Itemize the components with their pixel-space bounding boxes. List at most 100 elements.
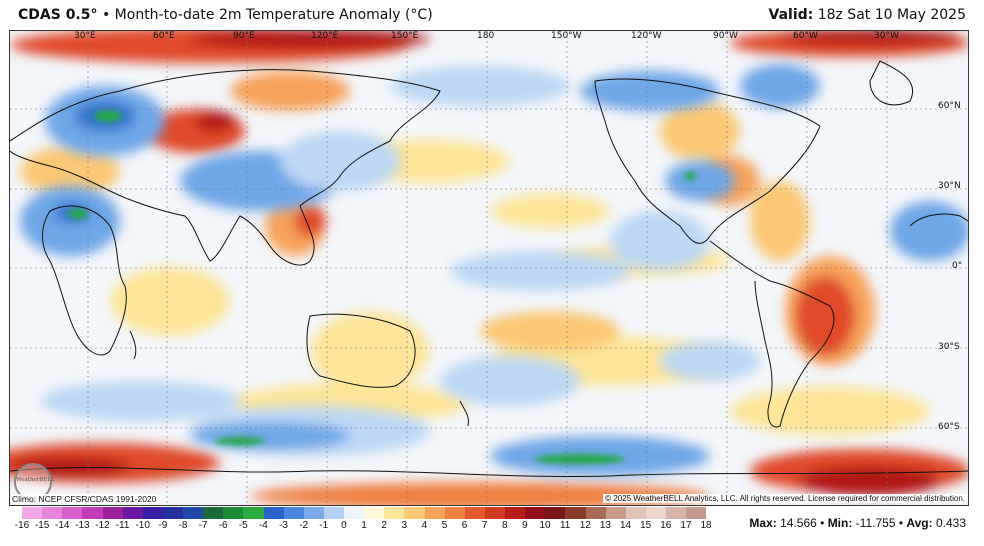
colorbar-swatch — [303, 507, 324, 519]
colorbar-label: 4 — [421, 520, 428, 531]
colorbar-label: 17 — [680, 520, 692, 531]
colorbar-swatch — [62, 507, 83, 519]
colorbar-swatch — [525, 507, 546, 519]
colorbar-swatch — [243, 507, 264, 519]
colorbar-label: -13 — [75, 520, 90, 531]
colorbar-label: -12 — [95, 520, 110, 531]
lon-label: 180 — [477, 31, 495, 41]
valid-label: Valid: — [768, 7, 814, 23]
colorbar-label: 15 — [640, 520, 652, 531]
lon-label: 120°E — [311, 31, 339, 41]
copyright-notice: © 2025 WeatherBELL Analytics, LLC. All r… — [603, 494, 967, 503]
model-name: CDAS 0.5 — [18, 7, 91, 23]
cool-anomalies — [20, 64, 968, 476]
colorbar-swatch — [505, 507, 526, 519]
colorbar-label: -5 — [238, 520, 248, 531]
climo-note: Climo: NCEP CFSR/CDAS 1991-2020 — [10, 494, 159, 504]
colorbar-label: 0 — [341, 520, 347, 531]
graticule — [10, 31, 968, 505]
anomaly-map — [9, 30, 969, 506]
colorbar-label: -10 — [135, 520, 150, 531]
colorbar-label: 16 — [660, 520, 672, 531]
logo-text: WeatherBELL — [16, 477, 55, 483]
colorbar-swatch — [484, 507, 505, 519]
colorbar-swatch — [565, 507, 586, 519]
coastlines — [10, 60, 968, 478]
lat-label: 30°S — [938, 342, 960, 352]
colorbar-label: -3 — [279, 520, 288, 531]
colorbar-swatch — [625, 507, 646, 519]
stats-readout: Max: 14.566 • Min: -11.755 • Avg: 0.433 — [749, 516, 966, 530]
lon-label: 60°W — [793, 31, 818, 41]
green-anomalies — [68, 110, 696, 464]
colorbar-swatch — [283, 507, 304, 519]
colorbar-label: -16 — [14, 520, 30, 531]
colorbar-label: 18 — [700, 520, 712, 531]
lat-label: 60°S — [938, 422, 960, 432]
colorbar-label: -11 — [115, 520, 130, 531]
colorbar-labels: -16 -15 -14 -13 -12 -11 -10 -9 -8 -7 -6 -5 -4 -3 -2 -1 0… — [15, 520, 712, 536]
colorbar-label: 9 — [522, 520, 528, 531]
stats-sep: • — [820, 516, 825, 530]
colorbar-swatch — [42, 507, 63, 519]
colorbar-swatch — [464, 507, 485, 519]
lon-label: 150°E — [391, 31, 419, 41]
lon-label: 30°E — [74, 31, 96, 41]
colorbar-label: 10 — [539, 520, 551, 531]
colorbar-label: 7 — [481, 520, 488, 531]
colorbar-swatch — [545, 507, 566, 519]
min-value: -11.755 — [855, 516, 896, 530]
min-label: Min: — [827, 516, 853, 530]
colorbar-swatch — [645, 507, 666, 519]
colorbar-swatch — [424, 507, 445, 519]
colorbar-swatch — [384, 507, 405, 519]
colorbar-label: 14 — [619, 520, 632, 531]
colorbar-swatch — [605, 507, 626, 519]
lon-label: 150°W — [551, 31, 582, 41]
colorbar-swatch — [223, 507, 244, 519]
colorbar-swatch — [183, 507, 204, 519]
colorbar-swatch — [122, 507, 143, 519]
lat-label: 30°N — [938, 181, 961, 191]
colorbar-label: -9 — [158, 520, 168, 531]
colorbar-label: 2 — [381, 520, 387, 531]
lon-label: 120°W — [631, 31, 662, 41]
warm-anomalies — [10, 31, 968, 505]
map-canvas — [10, 31, 968, 505]
avg-value: 0.433 — [935, 516, 966, 530]
colorbar-swatch — [203, 507, 224, 519]
colorbar-swatch — [344, 507, 365, 519]
colorbar-swatch — [82, 507, 103, 519]
colorbar-swatches — [22, 507, 707, 519]
lat-label: 60°N — [938, 101, 961, 111]
max-label: Max: — [749, 516, 777, 530]
colorbar-swatch — [102, 507, 123, 519]
degree-symbol: ° — [90, 7, 98, 23]
field-description: Month-to-date 2m Temperature Anomaly (°C… — [114, 7, 433, 23]
lon-label: 90°E — [233, 31, 255, 41]
colorbar-label: 13 — [599, 520, 611, 531]
valid-value: 18z Sat 10 May 2025 — [817, 7, 966, 23]
colorbar-swatch — [142, 507, 163, 519]
colorbar-swatch — [585, 507, 606, 519]
lat-label: 0° — [952, 261, 963, 271]
header-bar: CDAS 0.5° • Month-to-date 2m Temperature… — [0, 0, 984, 30]
lon-label: 60°E — [153, 31, 175, 41]
avg-label: Avg: — [906, 516, 933, 530]
colorbar-label: -4 — [258, 520, 268, 531]
colorbar-swatch — [666, 507, 687, 519]
colorbar-swatch — [364, 507, 385, 519]
stats-sep: • — [898, 516, 904, 530]
colorbar-label: 12 — [579, 520, 591, 531]
colorbar-label: -14 — [55, 520, 70, 531]
colorbar-label: 5 — [441, 520, 448, 531]
colorbar-label: -2 — [299, 520, 309, 531]
valid-time: Valid: 18z Sat 10 May 2025 — [769, 7, 967, 23]
colorbar-swatch — [686, 507, 707, 519]
max-value: 14.566 — [780, 516, 817, 530]
colorbar-label: 1 — [361, 520, 367, 531]
colorbar-label: -7 — [198, 520, 208, 531]
colorbar-label: 11 — [559, 520, 571, 531]
colorbar-swatch — [162, 507, 183, 519]
colorbar-label: -8 — [178, 520, 188, 531]
